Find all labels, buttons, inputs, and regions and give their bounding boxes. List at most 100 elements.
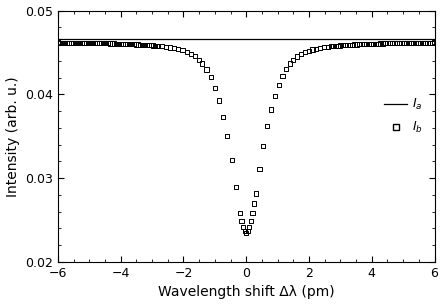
Point: [370, 41, 377, 46]
Point: [183, 49, 190, 54]
Point: [297, 52, 305, 56]
Point: [386, 41, 393, 46]
Point: [84, 41, 91, 45]
Point: [187, 51, 194, 56]
Point: [224, 134, 231, 139]
Point: [73, 40, 80, 45]
Point: [241, 229, 248, 234]
Point: [317, 45, 324, 50]
Point: [151, 43, 158, 48]
Point: [240, 225, 247, 230]
Point: [324, 44, 331, 49]
Point: [365, 41, 372, 46]
Point: [232, 184, 239, 189]
Point: [279, 74, 286, 78]
Point: [121, 41, 128, 46]
Point: [301, 50, 309, 55]
Point: [417, 40, 424, 45]
Point: [309, 47, 316, 52]
Point: [290, 57, 297, 62]
Point: [344, 42, 351, 47]
Point: [142, 42, 149, 47]
Point: [196, 57, 203, 62]
Point: [136, 42, 143, 47]
Point: [101, 41, 108, 46]
Point: [203, 67, 210, 72]
Point: [118, 41, 125, 46]
Point: [158, 44, 165, 49]
Point: [351, 42, 358, 47]
Point: [252, 191, 259, 196]
Point: [421, 40, 428, 45]
Point: [132, 42, 139, 47]
Point: [191, 54, 198, 59]
Point: [60, 40, 67, 45]
Point: [379, 41, 386, 46]
Point: [236, 210, 243, 215]
Point: [207, 75, 214, 80]
Point: [403, 41, 410, 45]
Point: [339, 43, 346, 48]
Point: [97, 41, 104, 46]
Point: [393, 41, 400, 45]
Point: [264, 124, 271, 128]
Point: [149, 43, 156, 48]
Point: [381, 41, 388, 46]
Point: [144, 43, 151, 48]
Point: [99, 41, 106, 46]
Point: [256, 166, 263, 171]
Point: [334, 43, 341, 48]
Point: [146, 43, 153, 48]
Point: [260, 143, 267, 148]
Legend: $I_a$, $I_b$: $I_a$, $I_b$: [384, 97, 423, 135]
Point: [384, 41, 391, 46]
Point: [431, 40, 438, 45]
Point: [356, 42, 363, 47]
Point: [80, 41, 87, 45]
Point: [287, 61, 294, 66]
Point: [138, 42, 145, 47]
Point: [372, 41, 379, 46]
Point: [313, 46, 320, 51]
Point: [140, 42, 147, 47]
Point: [82, 41, 89, 45]
Point: [220, 114, 227, 119]
Point: [166, 45, 174, 50]
Point: [110, 41, 117, 46]
Point: [249, 210, 256, 215]
Point: [75, 40, 82, 45]
Point: [119, 41, 127, 46]
Point: [391, 41, 398, 46]
Point: [155, 44, 162, 48]
Point: [247, 218, 254, 223]
Point: [199, 61, 206, 66]
Point: [103, 41, 110, 46]
Point: [95, 41, 103, 46]
Point: [321, 45, 328, 50]
Point: [116, 41, 123, 46]
Point: [108, 41, 115, 46]
Point: [228, 158, 235, 163]
Point: [131, 42, 138, 47]
Point: [112, 41, 119, 46]
Point: [69, 40, 76, 45]
Point: [170, 46, 178, 51]
Point: [71, 40, 78, 45]
Point: [67, 40, 75, 45]
Point: [305, 48, 312, 53]
Point: [353, 42, 361, 47]
Point: [147, 43, 155, 48]
Point: [330, 44, 337, 48]
Point: [271, 93, 278, 98]
Point: [105, 41, 112, 46]
Point: [135, 42, 142, 47]
Point: [363, 41, 370, 46]
Point: [79, 41, 86, 45]
Point: [77, 40, 84, 45]
Point: [374, 41, 381, 46]
Point: [90, 41, 97, 45]
Point: [358, 42, 365, 47]
Point: [293, 54, 301, 59]
Point: [162, 45, 169, 49]
Point: [341, 43, 349, 48]
